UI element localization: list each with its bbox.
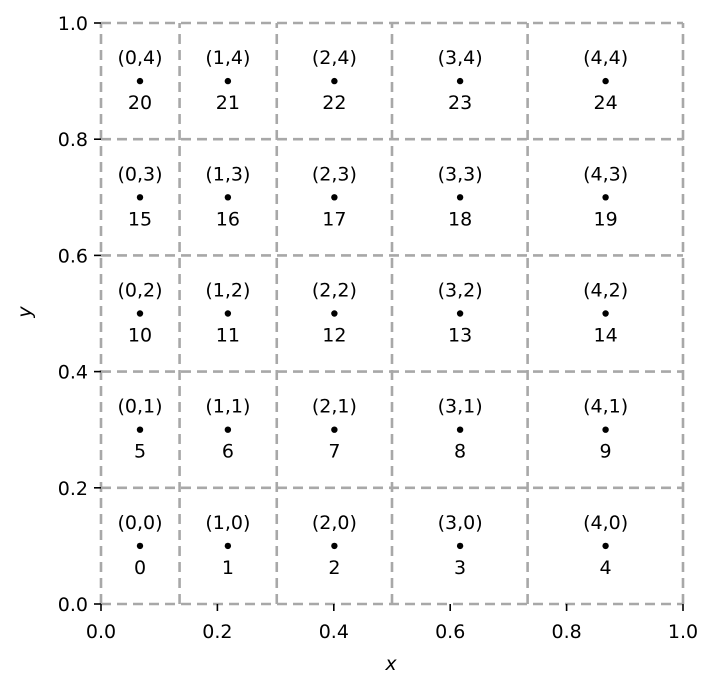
data-point (331, 426, 338, 433)
data-point (224, 194, 232, 201)
point-index-label: 20 (128, 92, 152, 114)
cell-grid (99, 21, 685, 606)
y-tick-label: 0.6 (58, 245, 88, 267)
data-point (456, 310, 464, 317)
x-tick-label: 0.4 (319, 621, 349, 643)
point-coord-label: (2,1) (312, 396, 357, 418)
point-coord-label: (2,3) (312, 163, 357, 185)
point-coord-label: (3,1) (438, 396, 483, 418)
point-coord-label: (3,0) (438, 512, 483, 534)
data-point (456, 77, 464, 85)
point-index-label: 11 (216, 325, 240, 347)
point-index-label: 2 (328, 557, 340, 579)
point-coord-label: (0,1) (117, 396, 162, 418)
y-tick-label: 0.2 (58, 478, 88, 500)
point-index-label: 14 (594, 325, 618, 347)
point-coord-label: (1,1) (205, 396, 250, 418)
point-index-label: 23 (448, 92, 472, 114)
point-coord-label: (3,3) (438, 163, 483, 185)
point-index-label: 7 (328, 441, 340, 463)
point-index-label: 9 (600, 441, 612, 463)
point-index-label: 0 (134, 557, 146, 579)
point-coord-label: (0,2) (117, 280, 162, 302)
data-point (224, 77, 232, 85)
point-coord-label: (2,4) (312, 47, 357, 69)
point-coord-label: (1,0) (205, 512, 250, 534)
data-point (602, 194, 609, 201)
point-coord-label: (4,4) (583, 47, 628, 69)
point-index-label: 24 (594, 92, 618, 114)
data-point (136, 426, 144, 433)
data-point (602, 542, 609, 550)
point-index-label: 1 (222, 557, 234, 579)
data-point (224, 310, 232, 317)
point-index-label: 17 (322, 208, 346, 230)
y-tick-label: 0.4 (58, 362, 88, 384)
y-tick-label: 1.0 (58, 13, 88, 35)
data-point (136, 194, 144, 201)
point-coord-label: (1,2) (205, 280, 250, 302)
point-coord-label: (4,1) (583, 396, 628, 418)
point-coord-label: (4,3) (583, 163, 628, 185)
point-index-label: 22 (322, 92, 346, 114)
point-coord-label: (3,4) (438, 47, 483, 69)
y-tick-label: 0.8 (58, 129, 88, 151)
point-coord-label: (0,4) (117, 47, 162, 69)
point-index-label: 6 (222, 441, 234, 463)
data-point (224, 426, 232, 433)
y-axis-label: y (14, 306, 36, 319)
point-index-label: 12 (322, 325, 346, 347)
x-tick-label: 0.8 (551, 621, 581, 643)
data-point (331, 310, 338, 317)
data-point (602, 310, 609, 317)
data-point (456, 426, 464, 433)
x-tick-label: 0.2 (202, 621, 232, 643)
point-index-label: 16 (216, 208, 240, 230)
data-point (224, 542, 232, 550)
data-point (136, 77, 144, 85)
point-index-label: 18 (448, 208, 472, 230)
x-tick-label: 0.0 (86, 621, 116, 643)
point-coord-label: (0,0) (117, 512, 162, 534)
data-point (331, 542, 338, 550)
point-coord-label: (1,4) (205, 47, 250, 69)
data-point (602, 77, 609, 85)
x-tick-label: 1.0 (668, 621, 698, 643)
point-index-label: 21 (216, 92, 240, 114)
data-point (136, 310, 144, 317)
data-point (136, 542, 144, 550)
point-index-label: 8 (454, 441, 466, 463)
point-index-label: 3 (454, 557, 466, 579)
data-point (456, 542, 464, 550)
axes: 0.0 0.2 0.4 0.6 0.8 1.0 0.0 0.2 0.4 0.6 0.8 1.0 (58, 13, 698, 643)
y-tick-label: 0.0 (58, 594, 88, 616)
x-tick-label: 0.6 (435, 621, 465, 643)
point-coord-label: (4,0) (583, 512, 628, 534)
point-index-label: 10 (128, 325, 152, 347)
point-coord-label: (2,2) (312, 280, 357, 302)
data-point (456, 194, 464, 201)
point-coord-label: (4,2) (583, 280, 628, 302)
data-point (331, 194, 338, 201)
data-point (602, 426, 609, 433)
x-axis-label: x (384, 653, 397, 675)
point-coord-label: (0,3) (117, 163, 162, 185)
data-point (331, 77, 338, 85)
point-index-label: 4 (600, 557, 612, 579)
point-coord-label: (2,0) (312, 512, 357, 534)
point-index-label: 19 (594, 208, 618, 230)
point-index-label: 15 (128, 208, 152, 230)
point-index-label: 5 (134, 441, 146, 463)
point-coord-label: (1,3) (205, 163, 250, 185)
point-coord-label: (3,2) (438, 280, 483, 302)
point-index-label: 13 (448, 325, 472, 347)
data-points: (0,0) 0 (1,0) 1 (2,0) 2 (3,0) 3 (4,0) 4 (0,1) 5 (1,1… (117, 47, 628, 579)
